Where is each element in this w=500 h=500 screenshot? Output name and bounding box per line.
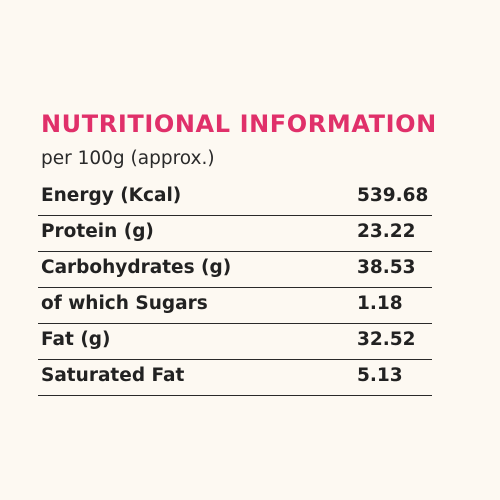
nutrient-value: 32.52 [357, 329, 416, 350]
nutrient-label: Saturated Fat [41, 365, 185, 386]
table-row-sugars: of which Sugars 1.18 [38, 288, 432, 324]
table-row-fat: Fat (g) 32.52 [38, 324, 432, 360]
table-row-energy: Energy (Kcal) 539.68 [38, 180, 432, 216]
nutrient-label: Carbohydrates (g) [41, 257, 232, 278]
nutrition-table: Energy (Kcal) 539.68 Protein (g) 23.22 C… [38, 180, 432, 396]
nutrient-value: 539.68 [357, 185, 429, 206]
table-row-protein: Protein (g) 23.22 [38, 216, 432, 252]
nutrition-title: NUTRITIONAL INFORMATION [41, 110, 437, 138]
serving-basis: per 100g (approx.) [41, 148, 215, 169]
nutrient-value: 5.13 [357, 365, 403, 386]
table-row-saturated-fat: Saturated Fat 5.13 [38, 360, 432, 396]
nutrient-value: 38.53 [357, 257, 416, 278]
nutrient-label: Fat (g) [41, 329, 111, 350]
nutrient-value: 1.18 [357, 293, 403, 314]
nutrient-label: Energy (Kcal) [41, 185, 182, 206]
nutrient-value: 23.22 [357, 221, 416, 242]
table-row-carbohydrates: Carbohydrates (g) 38.53 [38, 252, 432, 288]
nutrient-label: Protein (g) [41, 221, 154, 242]
nutrient-label: of which Sugars [41, 293, 208, 314]
